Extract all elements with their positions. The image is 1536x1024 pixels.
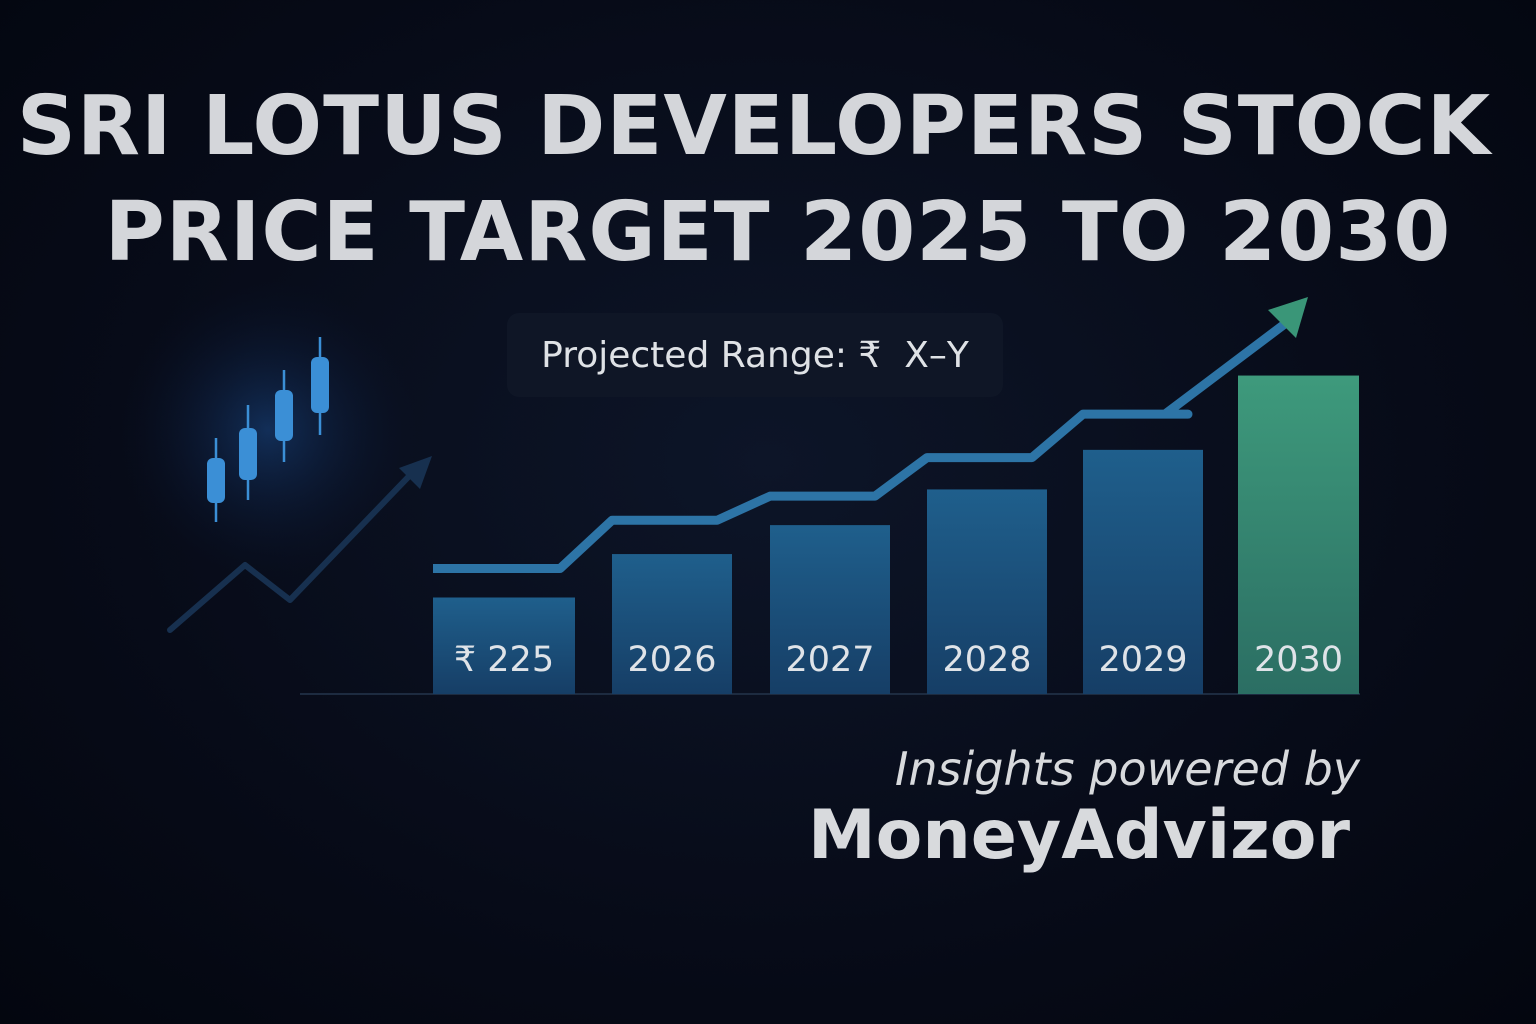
bar-label-3: 2028 [942, 640, 1031, 680]
bar-2 [770, 525, 890, 694]
bar-0 [433, 597, 575, 694]
candlestick-icon [207, 337, 329, 522]
bar-1 [612, 554, 732, 694]
bar-label-5: 2030 [1254, 640, 1343, 680]
bar-4 [1083, 449, 1203, 694]
bar-label-4: 2029 [1098, 640, 1187, 680]
credit-line: Insights powered by [894, 742, 1360, 796]
bar-5 [1238, 375, 1359, 694]
trend-line [433, 316, 1293, 574]
bar-label-0: ₹ 225 [454, 640, 554, 680]
trend-arrow-icon [167, 456, 432, 633]
brand-name: MoneyAdvizor [807, 796, 1350, 875]
title-line-1: SRI LOTUS DEVELOPERS STOCK [16, 79, 1492, 174]
projected-range-box: Projected Range: ₹ X–Y [507, 313, 1003, 397]
trend-arrow-head-icon [1268, 297, 1308, 338]
title-line-2: PRICE TARGET 2025 TO 2030 [104, 185, 1452, 280]
bar-3 [927, 489, 1047, 694]
bar-label-1: 2026 [627, 640, 716, 680]
projected-range-label: Projected Range: ₹ X–Y [541, 334, 969, 376]
bar-label-2: 2027 [785, 640, 874, 680]
candle-glow [118, 280, 418, 580]
